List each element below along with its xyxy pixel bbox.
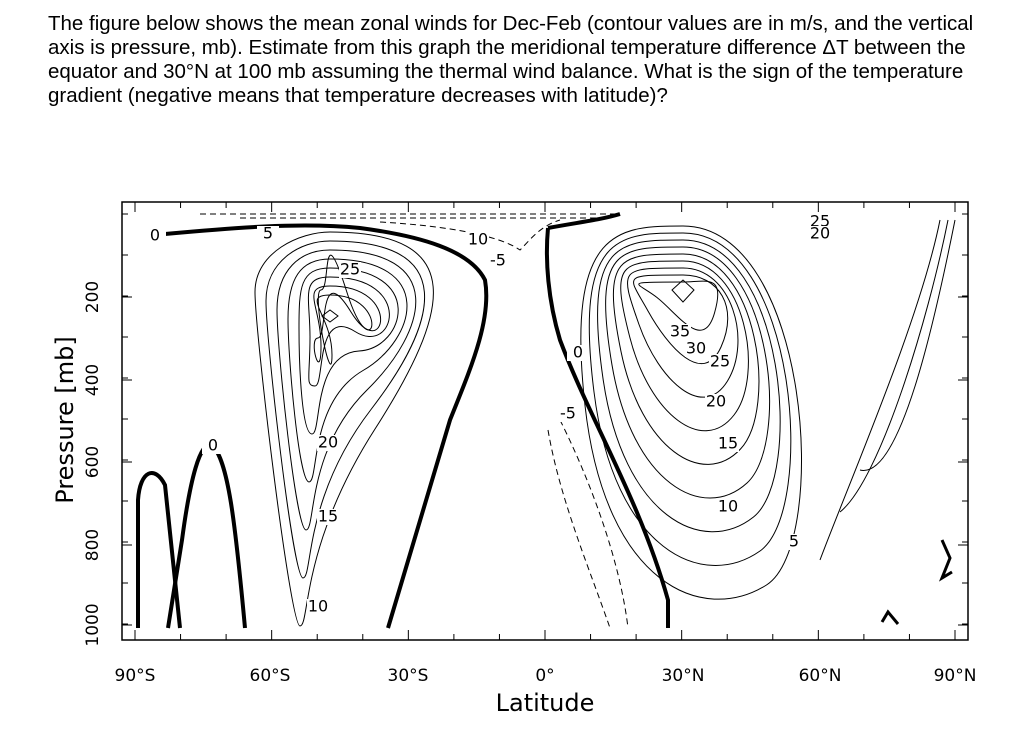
contour-label: 15 [318,507,338,526]
label-bg [257,226,279,242]
contour-line [613,253,760,465]
contour-label: 5 [789,532,799,551]
plot-frame [121,201,969,641]
x-axis-label: Latitude [496,689,595,717]
contour-line [839,219,949,513]
question-text: The figure below shows the mean zonal wi… [48,12,974,107]
dashed-line [379,219,561,251]
label-bg [705,394,727,410]
contour-line [265,240,425,579]
contour-label: 0 [208,436,218,455]
y-tick-label: 200 [83,281,103,313]
contour-label: 20 [706,392,726,411]
x-tick-label: 30°N [662,666,705,686]
contour-line [605,246,770,499]
contour-line [859,219,956,471]
dashed-line [547,429,611,629]
contour-line [580,225,802,600]
y-tick-label: 1000 [83,603,103,646]
contour-label: 25 [810,212,830,231]
zero-line [136,471,182,629]
zero-contours [136,212,953,629]
contour-label: 10 [718,497,738,516]
contour-line [307,276,390,387]
y-axis-label: Pressure [mb] [51,336,79,503]
contour-label: 25 [710,352,730,371]
contour-label: 25 [340,260,360,279]
contour-label: 20 [318,433,338,452]
contour-label: 0 [150,226,160,245]
contour-line [254,231,434,627]
contour-line [287,258,408,483]
label-bg [685,341,707,357]
label-bg [709,354,731,370]
contour-line [627,267,739,398]
label-bg [144,228,166,244]
y-tick-label: 400 [83,364,103,396]
contour-line [321,309,339,323]
x-tick-label: 30°S [388,666,429,686]
contour-line [588,232,792,566]
contour-label: -5 [560,404,576,423]
zero-line [938,539,953,582]
zero-line [880,609,900,625]
zero-line [166,442,247,629]
y-tick-label: 600 [83,446,103,478]
negative-contours [200,213,629,629]
label-bg [202,438,224,454]
contour-label: -5 [490,251,506,270]
contour-label: 30 [686,339,706,358]
contour-line [633,274,729,364]
contour-line [298,267,399,435]
x-tick-label: 60°N [799,666,842,686]
x-tick-label: 90°S [115,666,156,686]
contour-line [276,249,417,531]
label-bg [307,599,329,615]
label-bg [809,226,831,242]
label-bg [717,436,739,452]
contour-line [819,219,941,561]
contour-label: 10 [308,597,328,616]
label-bg [339,262,361,278]
contour-line [313,285,381,363]
x-tick-label: 90°N [934,666,977,686]
dashed-line [559,419,629,629]
x-tick-label: 60°S [250,666,291,686]
y-tick-label: 800 [83,529,103,561]
label-bg [317,435,339,451]
label-bg [717,499,739,515]
label-bg [487,253,509,269]
zero-line [544,227,670,628]
contour-line [597,239,781,533]
contour-line [620,260,749,432]
label-bg [557,406,579,422]
label-bg [317,509,339,525]
contour-label: 0 [573,343,583,362]
label-bg [669,324,691,340]
label-bg [467,232,489,248]
contour-label: 10 [468,230,488,249]
contour-label: 5 [263,224,273,243]
label-bg [783,534,805,550]
contour-line [316,254,373,365]
x-tick-label: 0° [535,666,554,686]
contour-line [671,279,695,303]
contour-label: 35 [670,322,690,341]
contour-label: 15 [718,434,738,453]
zero-line [547,212,621,230]
label-bg [567,345,589,361]
contour-label: 20 [810,224,830,243]
contours [254,219,956,627]
